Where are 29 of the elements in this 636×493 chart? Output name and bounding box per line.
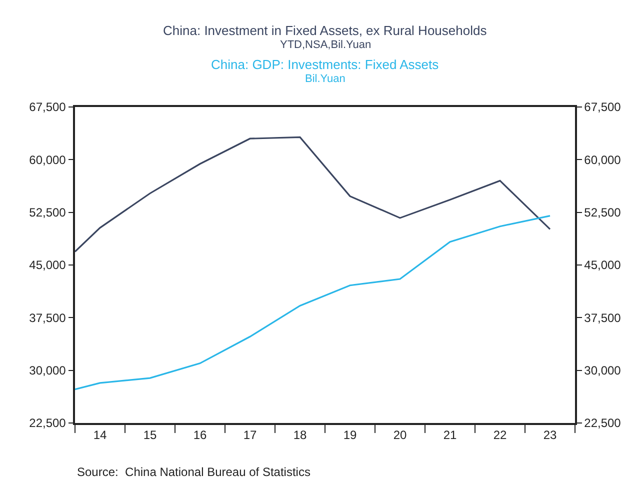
y2-tick-label: 45,000 bbox=[584, 258, 622, 272]
y2-tick-label: 30,000 bbox=[584, 364, 622, 378]
y-tick-label: 45,000 bbox=[29, 258, 66, 272]
y-tick-label: 37,500 bbox=[29, 310, 66, 325]
x-tick-label: 18 bbox=[293, 428, 307, 442]
y-tick-label: 67,500 bbox=[29, 100, 66, 114]
x-tick-label: 23 bbox=[543, 428, 557, 442]
y2-tick-label: 60,000 bbox=[584, 152, 622, 167]
line-series bbox=[75, 215, 551, 390]
text: China: GDP: Investments: Fixed Assets Bil.Yuan bbox=[211, 57, 440, 85]
text: China: Investment in Fixed Assets, ex Rural Households YTD,NSA,Bil.Yuan bbox=[163, 23, 488, 51]
x-tick-label: 15 bbox=[143, 428, 157, 442]
x-tick-label: 21 bbox=[443, 428, 457, 442]
y2-tick-label: 67,500 bbox=[584, 100, 622, 114]
y2-tick-label: 22,500 bbox=[584, 416, 622, 430]
y-tick-label: 22,500 bbox=[29, 416, 66, 430]
x-tick-label: 22 bbox=[493, 428, 507, 442]
x-tick-label: 16 bbox=[193, 428, 207, 442]
line-series bbox=[75, 136, 551, 252]
x-tick-label: 19 bbox=[343, 428, 357, 442]
y2-tick-label: 37,500 bbox=[584, 310, 622, 325]
source-note: Source: China National Bureau of Statistics bbox=[77, 465, 310, 479]
x-tick-label: 20 bbox=[393, 428, 407, 442]
x-tick-label: 17 bbox=[243, 428, 257, 442]
x-tick-label: 14 bbox=[93, 428, 107, 442]
y2-tick-label: 52,500 bbox=[584, 206, 622, 220]
y-tick-label: 52,500 bbox=[29, 206, 66, 220]
y-tick-label: 60,000 bbox=[29, 152, 66, 167]
y-tick-label: 30,000 bbox=[29, 364, 66, 378]
